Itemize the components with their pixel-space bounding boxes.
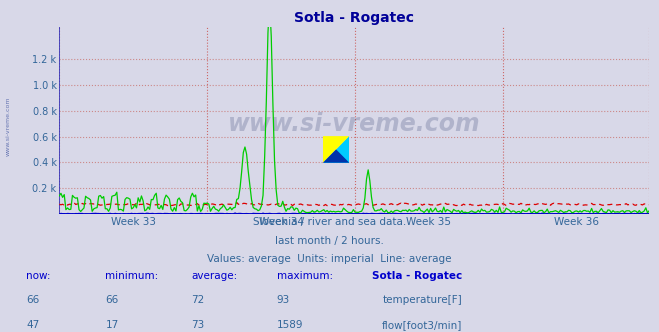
Text: 1589: 1589 — [277, 320, 303, 330]
Text: 66: 66 — [26, 295, 40, 305]
Text: 66: 66 — [105, 295, 119, 305]
Text: flow[foot3/min]: flow[foot3/min] — [382, 320, 463, 330]
Text: now:: now: — [26, 271, 51, 281]
Text: Values: average  Units: imperial  Line: average: Values: average Units: imperial Line: av… — [207, 254, 452, 264]
Text: 93: 93 — [277, 295, 290, 305]
Text: 72: 72 — [191, 295, 204, 305]
Polygon shape — [323, 136, 349, 163]
Title: Sotla - Rogatec: Sotla - Rogatec — [294, 11, 415, 25]
Polygon shape — [323, 136, 349, 163]
Text: 17: 17 — [105, 320, 119, 330]
Text: Sotla - Rogatec: Sotla - Rogatec — [372, 271, 463, 281]
Text: www.si-vreme.com: www.si-vreme.com — [5, 96, 11, 156]
Text: average:: average: — [191, 271, 237, 281]
Text: last month / 2 hours.: last month / 2 hours. — [275, 236, 384, 246]
Text: minimum:: minimum: — [105, 271, 159, 281]
Polygon shape — [323, 149, 349, 163]
Text: 73: 73 — [191, 320, 204, 330]
Text: temperature[F]: temperature[F] — [382, 295, 462, 305]
Text: 47: 47 — [26, 320, 40, 330]
Text: maximum:: maximum: — [277, 271, 333, 281]
Text: Slovenia / river and sea data.: Slovenia / river and sea data. — [253, 217, 406, 227]
Text: www.si-vreme.com: www.si-vreme.com — [228, 112, 480, 136]
